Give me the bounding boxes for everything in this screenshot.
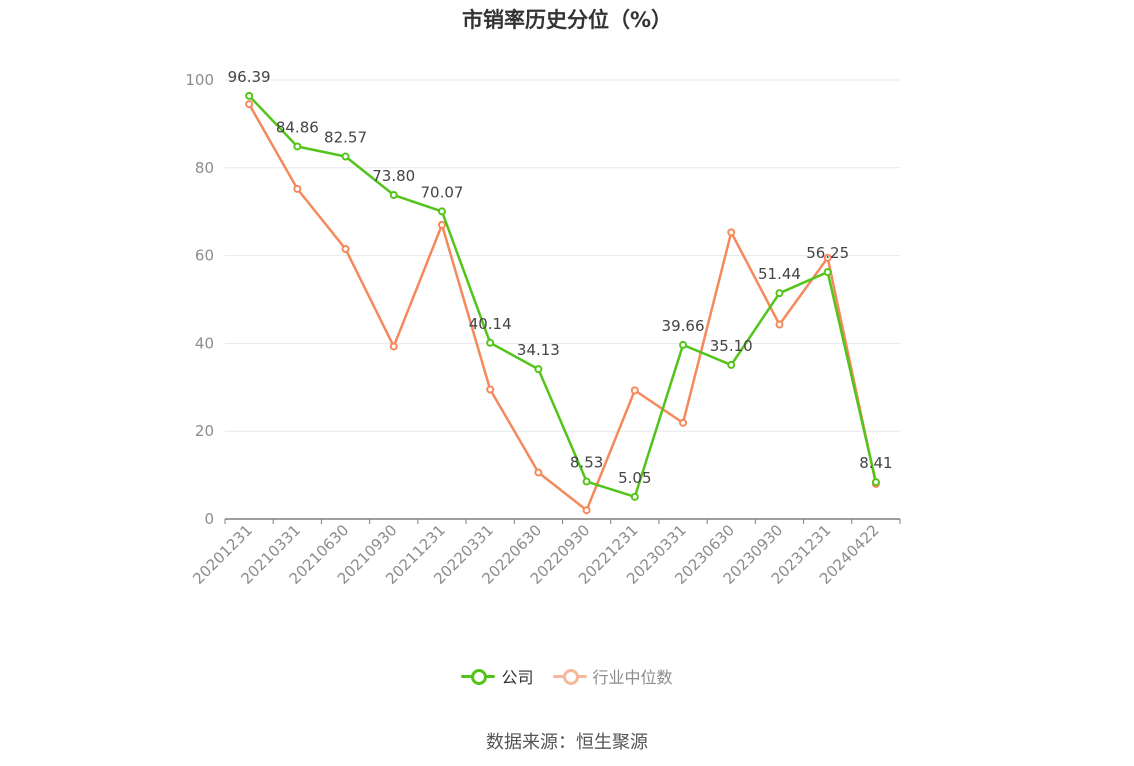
point-industry xyxy=(679,418,688,427)
point-company xyxy=(823,268,832,277)
point-industry xyxy=(486,385,495,394)
y-tick-label: 80 xyxy=(195,159,214,177)
point-industry xyxy=(534,468,543,477)
point-company xyxy=(389,191,398,200)
data-label: 96.39 xyxy=(228,68,271,86)
legend: 公司 行业中位数 xyxy=(0,664,1134,688)
point-company xyxy=(775,289,784,298)
point-company xyxy=(486,338,495,347)
point-industry xyxy=(582,506,591,515)
point-company xyxy=(871,478,880,487)
point-industry xyxy=(727,228,736,237)
point-industry xyxy=(775,320,784,329)
y-tick-label: 40 xyxy=(195,334,214,352)
data-label: 82.57 xyxy=(324,129,367,147)
data-label: 70.07 xyxy=(420,183,463,201)
data-labels: 96.39 84.86 82.57 73.80 70.07 40.14 34.13 8.53 5… xyxy=(228,68,893,487)
y-tick-label: 0 xyxy=(204,510,214,528)
point-industry xyxy=(293,184,302,193)
chart-title: 市销率历史分位（%） xyxy=(461,8,673,32)
series xyxy=(245,91,880,515)
point-company xyxy=(437,207,446,216)
series-line-industry xyxy=(248,103,878,512)
data-label: 5.05 xyxy=(618,469,651,487)
legend-company-label: 公司 xyxy=(501,668,534,687)
data-label: 35.10 xyxy=(710,337,753,355)
data-label: 73.80 xyxy=(372,167,415,185)
point-industry xyxy=(630,386,639,395)
y-tick-label: 20 xyxy=(195,422,214,440)
axes: 0204060801002020123120210331202106302021… xyxy=(185,71,901,588)
grid-lines xyxy=(225,79,900,432)
data-label: 84.86 xyxy=(276,118,319,136)
point-industry xyxy=(437,220,446,229)
legend-industry-marker-icon xyxy=(552,669,587,685)
data-label: 34.13 xyxy=(517,341,560,359)
point-company xyxy=(245,91,254,100)
point-company xyxy=(582,477,591,486)
point-company xyxy=(341,152,350,161)
data-label: 51.44 xyxy=(758,265,801,283)
data-label: 8.53 xyxy=(570,454,603,472)
point-industry xyxy=(389,342,398,351)
point-company xyxy=(679,340,688,349)
y-tick-label: 100 xyxy=(185,71,214,89)
point-company xyxy=(534,365,543,374)
data-label: 56.25 xyxy=(806,244,849,262)
point-company xyxy=(630,492,639,501)
y-tick-label: 60 xyxy=(195,247,214,265)
legend-industry-label: 行业中位数 xyxy=(592,668,673,687)
point-industry xyxy=(823,253,832,262)
data-label: 40.14 xyxy=(469,315,512,333)
data-source: 数据来源：恒生聚源 xyxy=(486,732,648,753)
legend-company-marker-icon xyxy=(461,669,496,685)
point-company xyxy=(727,360,736,369)
legend-item-industry[interactable]: 行业中位数 xyxy=(552,664,673,688)
series-line-company xyxy=(248,94,878,499)
data-label: 8.41 xyxy=(859,454,892,472)
data-label: 39.66 xyxy=(662,317,705,335)
point-industry xyxy=(341,245,350,254)
legend-item-company[interactable]: 公司 xyxy=(461,664,533,688)
point-company xyxy=(293,142,302,151)
point-industry xyxy=(245,100,254,109)
